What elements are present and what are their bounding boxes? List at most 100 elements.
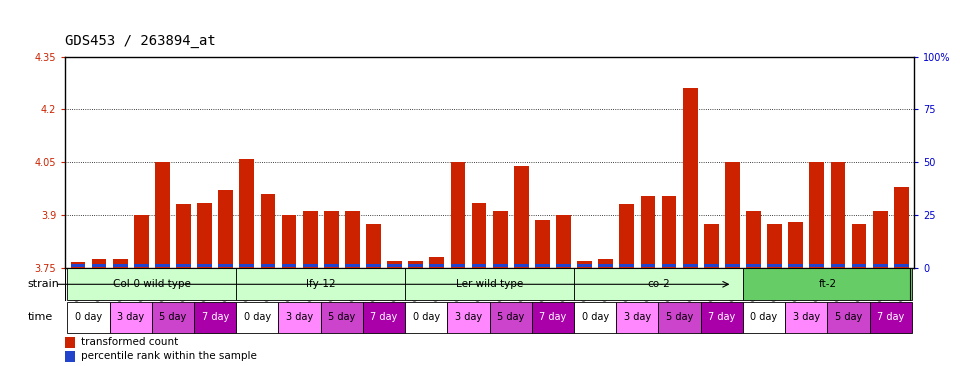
Bar (194, 302, 236, 333)
Text: lfy-12: lfy-12 (306, 279, 336, 289)
Bar (746, 264, 761, 267)
Bar (574, 302, 616, 333)
Bar (70, 262, 85, 268)
Bar (109, 302, 152, 333)
Bar (514, 264, 529, 267)
Bar (278, 302, 321, 333)
Bar (387, 264, 402, 267)
Text: 5 day: 5 day (835, 313, 862, 322)
Bar (218, 264, 233, 267)
Bar (91, 259, 107, 268)
Bar (894, 187, 909, 268)
Bar (65, 337, 76, 348)
Bar (514, 166, 529, 268)
Bar (661, 196, 677, 268)
Bar (490, 302, 532, 333)
Text: 3 day: 3 day (455, 313, 482, 322)
Text: 5 day: 5 day (328, 313, 355, 322)
Bar (197, 203, 212, 268)
Text: 3 day: 3 day (117, 313, 144, 322)
Bar (91, 264, 107, 267)
Bar (535, 264, 550, 267)
Bar (809, 162, 825, 268)
Bar (236, 268, 405, 300)
Bar (408, 261, 423, 268)
Bar (852, 264, 867, 267)
Bar (574, 268, 743, 300)
Bar (429, 257, 444, 268)
Text: 7 day: 7 day (877, 313, 904, 322)
Bar (725, 162, 740, 268)
Bar (785, 302, 828, 333)
Bar (616, 302, 659, 333)
Bar (661, 264, 677, 267)
Bar (492, 212, 508, 268)
Text: 0 day: 0 day (244, 313, 271, 322)
Bar (239, 159, 254, 268)
Text: 5 day: 5 day (159, 313, 186, 322)
Bar (598, 264, 613, 267)
Bar (873, 212, 888, 268)
Text: Ler wild type: Ler wild type (456, 279, 523, 289)
Bar (619, 264, 635, 267)
Text: 0 day: 0 day (75, 313, 102, 322)
Bar (701, 302, 743, 333)
Bar (704, 264, 719, 267)
Bar (640, 264, 656, 267)
Bar (640, 196, 656, 268)
Text: 3 day: 3 day (793, 313, 820, 322)
Bar (281, 215, 297, 268)
Bar (894, 264, 909, 267)
Bar (828, 302, 870, 333)
Bar (366, 264, 381, 267)
Bar (281, 264, 297, 267)
Bar (683, 264, 698, 267)
Bar (112, 259, 128, 268)
Bar (302, 212, 318, 268)
Bar (387, 261, 402, 268)
Bar (619, 205, 635, 268)
Bar (873, 264, 888, 267)
Text: 3 day: 3 day (624, 313, 651, 322)
Bar (155, 264, 170, 267)
Bar (65, 351, 76, 362)
Bar (809, 264, 825, 267)
Bar (830, 264, 846, 267)
Bar (492, 264, 508, 267)
Bar (743, 268, 912, 300)
Bar (321, 302, 363, 333)
Bar (577, 261, 592, 268)
Bar (366, 224, 381, 268)
Bar (556, 264, 571, 267)
Bar (429, 264, 444, 267)
Text: 0 day: 0 day (751, 313, 778, 322)
Bar (405, 302, 447, 333)
Text: 3 day: 3 day (286, 313, 313, 322)
Bar (471, 264, 487, 267)
Text: 0 day: 0 day (413, 313, 440, 322)
Bar (218, 190, 233, 268)
Text: ft-2: ft-2 (818, 279, 836, 289)
Bar (324, 212, 339, 268)
Bar (70, 264, 85, 267)
Bar (535, 220, 550, 268)
Text: transformed count: transformed count (81, 337, 178, 347)
Bar (725, 264, 740, 267)
Text: strain: strain (27, 279, 60, 289)
Bar (345, 212, 360, 268)
Bar (260, 264, 276, 267)
Text: GDS453 / 263894_at: GDS453 / 263894_at (65, 34, 216, 48)
Bar (743, 302, 785, 333)
Bar (302, 264, 318, 267)
Bar (176, 264, 191, 267)
Bar (155, 162, 170, 268)
Bar (556, 215, 571, 268)
Bar (239, 264, 254, 267)
Bar (345, 264, 360, 267)
Text: 0 day: 0 day (582, 313, 609, 322)
Bar (746, 212, 761, 268)
Text: 5 day: 5 day (666, 313, 693, 322)
Bar (659, 302, 701, 333)
Bar (852, 224, 867, 268)
Bar (67, 268, 236, 300)
